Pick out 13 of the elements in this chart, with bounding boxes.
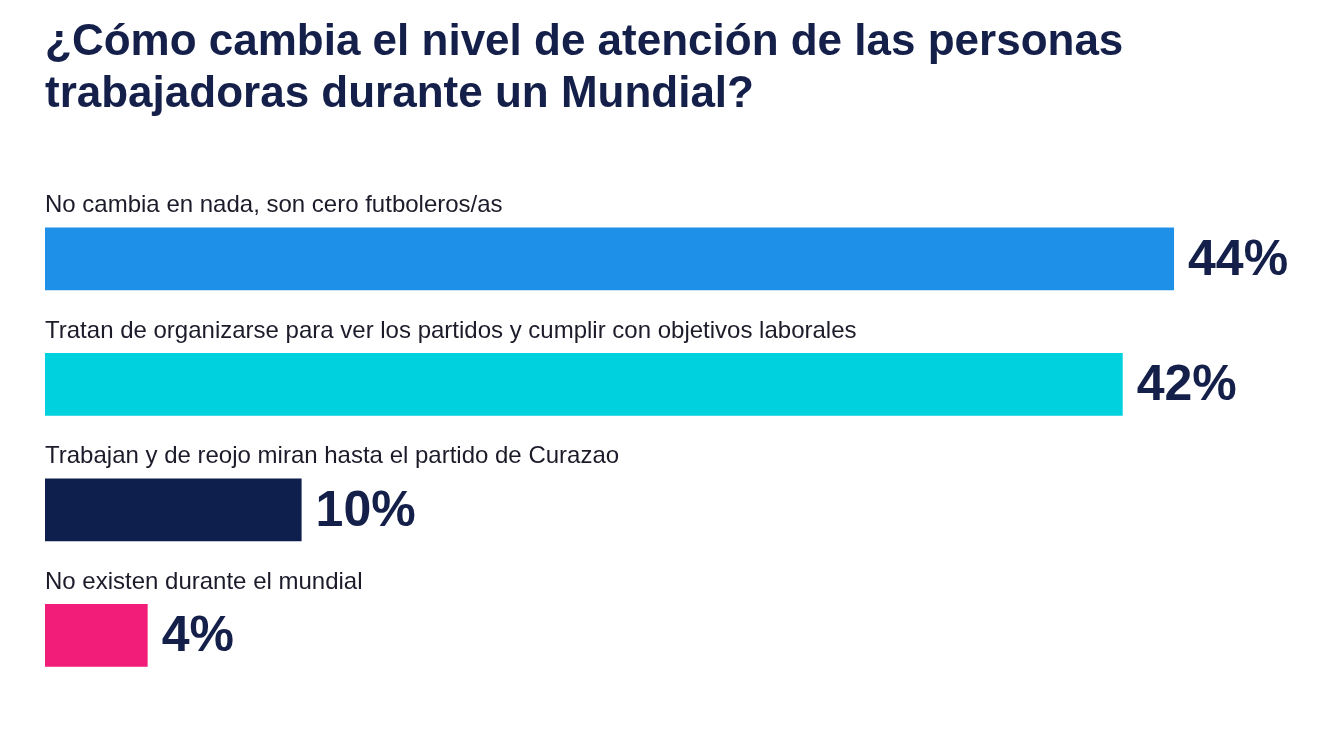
data-label: 42% <box>1136 355 1237 412</box>
bar <box>45 227 1175 291</box>
chart-title: ¿Cómo cambia el nivel de atención de las personas trabajadoras durante un Mundial? <box>45 14 1125 118</box>
data-label: 4% <box>161 606 234 663</box>
bar <box>45 352 1123 416</box>
bar <box>45 603 148 667</box>
y-tick-label: No existen durante el mundial <box>45 566 363 594</box>
y-tick-label: Trabajan y de reojo miran hasta el partido de Curazao <box>45 441 620 468</box>
bar <box>45 478 302 542</box>
data-label: 44% <box>1188 229 1289 286</box>
data-label: 10% <box>315 480 416 537</box>
y-tick-label: No cambia en nada, son cero futboleros/as <box>45 190 503 217</box>
y-tick-label: Tratan de organizarse para ver los partidos y cumplir con objetivos laborales <box>45 315 857 343</box>
